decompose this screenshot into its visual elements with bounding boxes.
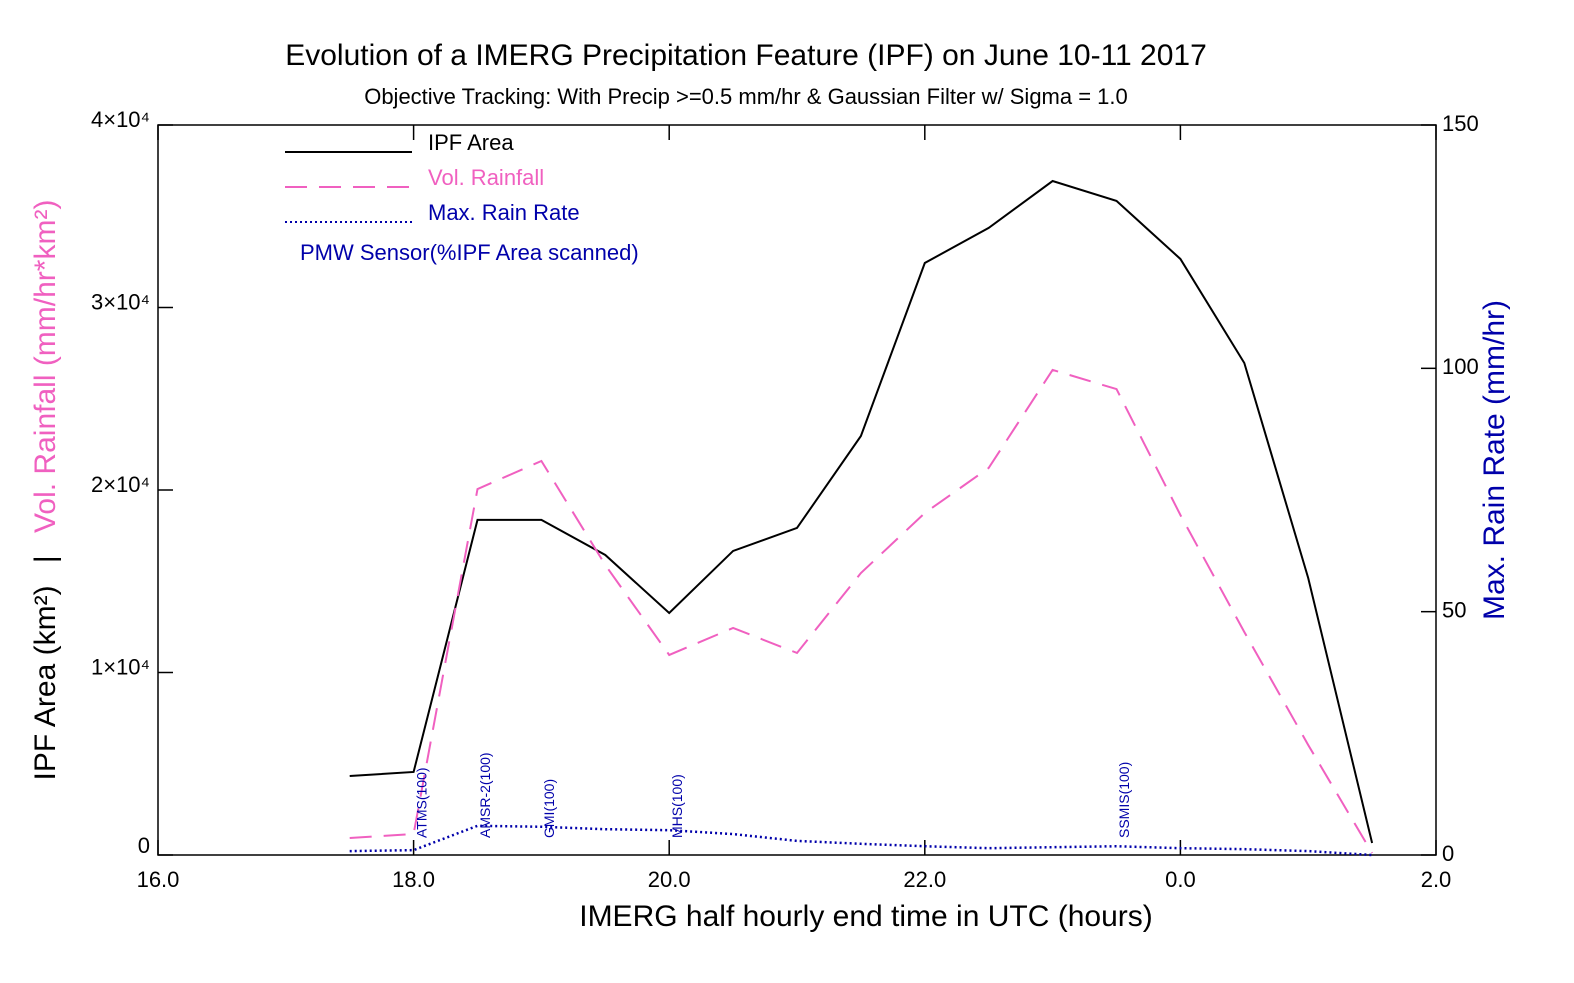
annotation: MHS(100) (669, 774, 685, 838)
y2-tick-label: 0 (1442, 841, 1454, 866)
y-axis-label-part: Vol. Rainfall (mm/hr*km²) (29, 200, 62, 533)
y-axis-label-part: IPF Area (km²) (29, 585, 62, 780)
y2-axis-label: Max. Rain Rate (mm/hr) (1478, 300, 1511, 620)
y2-tick-label: 150 (1442, 111, 1479, 136)
y2-tick-label: 50 (1442, 597, 1466, 622)
y-tick-label: 3×10⁴ (91, 289, 150, 314)
x-tick-label: 16.0 (137, 867, 180, 892)
x-axis-label: IMERG half hourly end time in UTC (hours… (579, 900, 1153, 933)
legend-label: IPF Area (428, 130, 514, 155)
x-tick-label: 22.0 (903, 867, 946, 892)
x-tick-label: 2.0 (1421, 867, 1452, 892)
y-tick-label: 4×10⁴ (91, 107, 150, 132)
y-tick-label: 2×10⁴ (91, 472, 150, 497)
series-line (349, 179, 1374, 844)
chart-subtitle: Objective Tracking: With Precip >=0.5 mm… (364, 84, 1128, 109)
legend-note: PMW Sensor(%IPF Area scanned) (300, 240, 639, 265)
series-line (349, 368, 1373, 854)
annotation: ATMS(100) (413, 767, 429, 838)
annotation: SSMIS(100) (1116, 762, 1132, 838)
legend-label: Vol. Rainfall (428, 165, 544, 190)
y-axis-label-part: | (29, 555, 62, 563)
series-line (349, 824, 1373, 857)
x-tick-label: 20.0 (648, 867, 691, 892)
y-tick-label: 0 (138, 833, 150, 858)
y2-tick-label: 100 (1442, 354, 1479, 379)
annotation: AMSR-2(100) (477, 752, 493, 838)
y-axis-label: IPF Area (km²) | Vol. Rainfall (mm/hr*km… (29, 200, 62, 781)
chart-title: Evolution of a IMERG Precipitation Featu… (285, 39, 1207, 72)
legend-label: Max. Rain Rate (428, 200, 580, 225)
annotation: GMI(100) (541, 779, 557, 838)
x-tick-label: 0.0 (1165, 867, 1196, 892)
plot-frame (157, 124, 1437, 856)
x-tick-label: 18.0 (392, 867, 435, 892)
y-tick-label: 1×10⁴ (91, 654, 150, 679)
